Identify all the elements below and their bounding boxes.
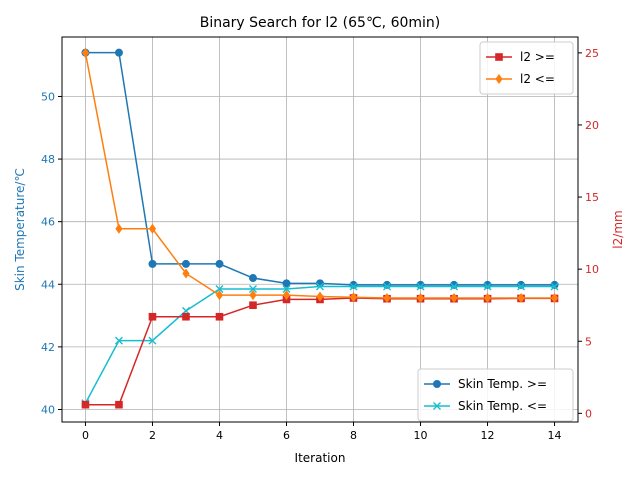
data-point bbox=[316, 291, 324, 302]
legend-item: Skin Temp. >= bbox=[424, 377, 547, 391]
data-point bbox=[282, 284, 291, 293]
series-layer bbox=[81, 47, 559, 409]
series-right-1 bbox=[81, 47, 559, 303]
legend-label: l2 <= bbox=[520, 72, 555, 86]
x-tick-label: 2 bbox=[149, 429, 156, 442]
data-point bbox=[148, 223, 157, 234]
legend-box bbox=[479, 41, 574, 95]
legend-box bbox=[417, 368, 574, 422]
data-point bbox=[349, 282, 358, 291]
data-point bbox=[248, 274, 257, 283]
data-point bbox=[550, 280, 559, 289]
y-left-tick-label: 46 bbox=[41, 216, 55, 229]
plot-frame bbox=[61, 36, 579, 423]
y-right-tick-label: 15 bbox=[585, 191, 599, 204]
data-point bbox=[115, 223, 123, 234]
data-point bbox=[450, 292, 458, 303]
legend-item: l2 <= bbox=[486, 72, 555, 86]
y-right-tick-label: 5 bbox=[585, 335, 592, 348]
y-left-tick-label: 50 bbox=[41, 90, 55, 103]
data-point bbox=[148, 312, 157, 321]
data-point bbox=[550, 292, 559, 303]
x-axis-label: Iteration bbox=[295, 451, 346, 465]
y-right-tick-label: 10 bbox=[585, 263, 599, 276]
grid bbox=[62, 37, 578, 422]
x-tick-label: 6 bbox=[283, 429, 290, 442]
data-point bbox=[416, 282, 425, 291]
y-axis-left: 40 42 44 46 48 50 bbox=[41, 90, 62, 416]
data-point bbox=[517, 280, 526, 289]
data-point bbox=[181, 259, 190, 268]
legend-swatch-marker bbox=[433, 402, 441, 410]
data-point bbox=[114, 48, 123, 57]
y-left-tick-label: 48 bbox=[41, 153, 55, 166]
y-left-tick-label: 44 bbox=[41, 278, 55, 291]
data-point bbox=[416, 280, 425, 289]
x-tick-label: 10 bbox=[414, 429, 428, 442]
data-point bbox=[81, 400, 90, 409]
data-point bbox=[517, 292, 525, 303]
data-point bbox=[182, 268, 190, 279]
data-point bbox=[182, 312, 190, 321]
y-left-tick-label: 42 bbox=[41, 341, 55, 354]
legend-swatch-marker bbox=[495, 74, 503, 84]
y-axis-right-label: l2/mm bbox=[611, 210, 625, 248]
data-point bbox=[282, 290, 291, 301]
data-point bbox=[115, 400, 123, 409]
legend-skin-temp: Skin Temp. >= Skin Temp. <= bbox=[417, 368, 574, 422]
y-left-tick-label: 40 bbox=[41, 403, 55, 416]
x-tick-label: 0 bbox=[82, 429, 89, 442]
y-right-tick-label: 25 bbox=[585, 47, 599, 60]
data-point bbox=[483, 280, 492, 289]
x-tick-label: 8 bbox=[350, 429, 357, 442]
series-left-1 bbox=[81, 282, 559, 408]
legend-item: l2 >= bbox=[486, 50, 555, 64]
data-point bbox=[383, 282, 392, 291]
data-point bbox=[114, 336, 123, 345]
legend-swatch-marker bbox=[433, 380, 441, 388]
data-point bbox=[483, 292, 492, 303]
data-point bbox=[517, 282, 526, 291]
y-axis-right: 0 5 10 15 20 25 bbox=[578, 47, 599, 420]
data-point bbox=[316, 282, 324, 291]
data-point bbox=[215, 259, 224, 268]
data-point bbox=[215, 284, 224, 293]
data-point bbox=[148, 259, 157, 268]
data-point bbox=[215, 312, 224, 321]
legend-l2: l2 >= l2 <= bbox=[479, 41, 574, 95]
legend-swatch-marker bbox=[495, 53, 503, 61]
data-point bbox=[282, 279, 291, 288]
x-tick-label: 12 bbox=[481, 429, 495, 442]
y-right-tick-label: 0 bbox=[585, 407, 592, 420]
data-point bbox=[248, 284, 257, 293]
legend-label: l2 >= bbox=[520, 50, 555, 64]
legend-label: Skin Temp. >= bbox=[458, 377, 547, 391]
data-point bbox=[148, 336, 157, 345]
y-axis-left-label: Skin Temperature/℃ bbox=[13, 168, 27, 291]
legend-item: Skin Temp. <= bbox=[424, 399, 547, 413]
data-point bbox=[249, 301, 257, 310]
x-tick-label: 4 bbox=[216, 429, 223, 442]
data-point bbox=[349, 280, 358, 289]
x-tick-label: 14 bbox=[548, 429, 562, 442]
data-point bbox=[383, 280, 392, 289]
chart-title: Binary Search for l2 (65℃, 60min) bbox=[200, 15, 441, 31]
data-point bbox=[81, 47, 90, 58]
data-point bbox=[349, 292, 358, 303]
data-point bbox=[215, 290, 224, 301]
x-axis: 0 2 4 6 8 10 12 14 bbox=[82, 422, 562, 442]
data-point bbox=[450, 282, 459, 291]
data-point bbox=[483, 282, 492, 291]
data-point bbox=[450, 280, 459, 289]
data-point bbox=[550, 282, 559, 291]
data-point bbox=[416, 292, 425, 303]
y-right-tick-label: 20 bbox=[585, 119, 599, 132]
data-point bbox=[249, 290, 257, 301]
data-point bbox=[383, 292, 391, 303]
legend-label: Skin Temp. <= bbox=[458, 399, 547, 413]
